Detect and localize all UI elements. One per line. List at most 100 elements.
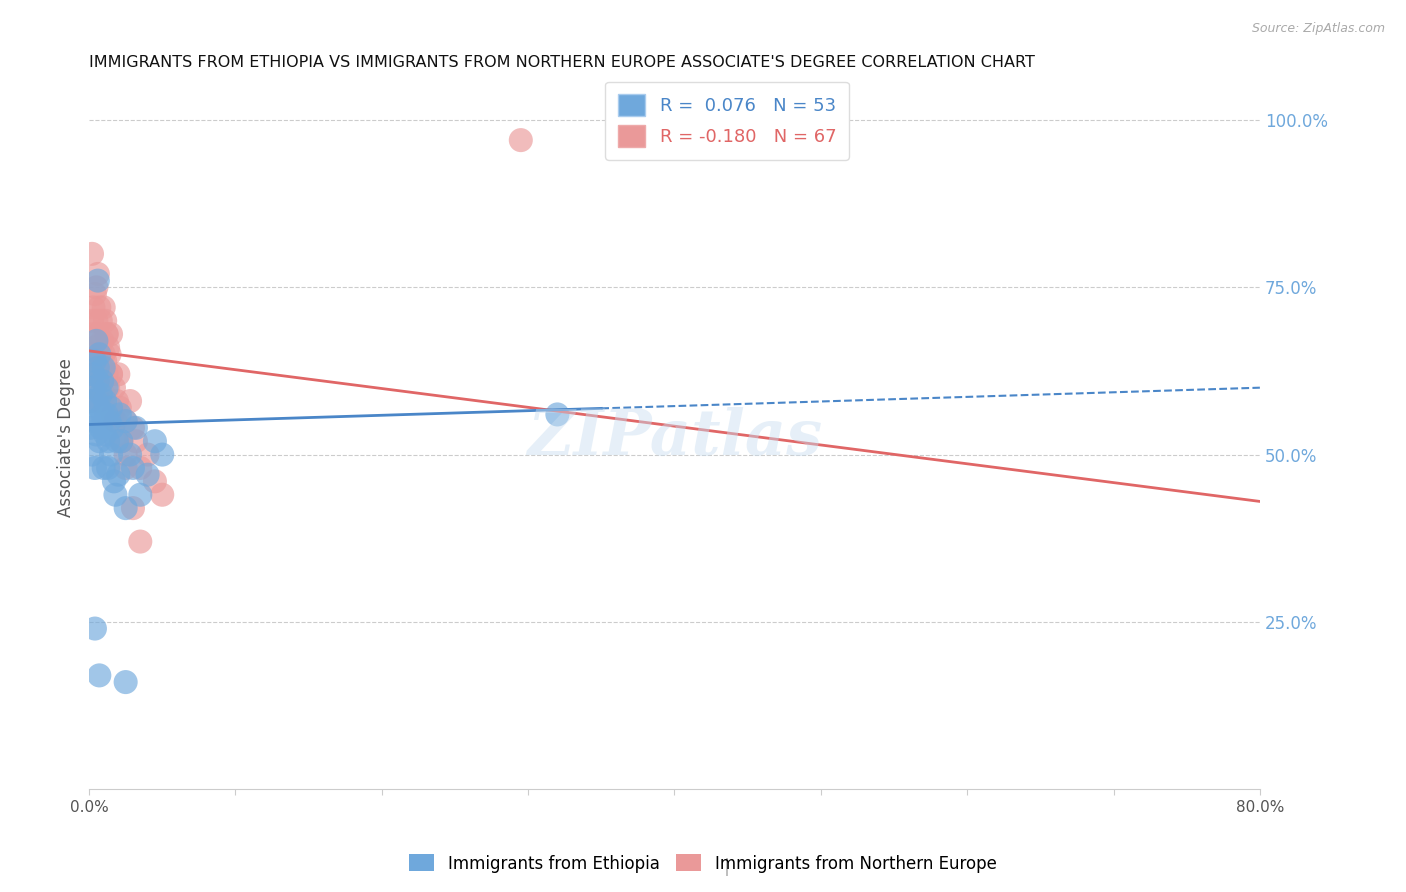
Point <box>94 354 117 368</box>
Point <box>87 360 110 375</box>
Point <box>114 675 136 690</box>
Point <box>122 501 145 516</box>
Point <box>96 368 118 382</box>
Point <box>80 394 103 409</box>
Point <box>97 434 120 449</box>
Point <box>118 394 141 409</box>
Point <box>136 448 159 462</box>
Point <box>97 381 120 395</box>
Point <box>104 414 127 428</box>
Point <box>89 434 111 449</box>
Point <box>104 488 127 502</box>
Point <box>82 301 104 315</box>
Point <box>82 381 104 395</box>
Point <box>87 360 110 375</box>
Point <box>125 434 148 449</box>
Point <box>105 434 128 449</box>
Point <box>86 354 108 368</box>
Point <box>125 421 148 435</box>
Point <box>79 421 101 435</box>
Point <box>94 394 117 409</box>
Point <box>91 334 114 348</box>
Point <box>108 401 131 415</box>
Point <box>90 360 112 375</box>
Point <box>82 414 104 428</box>
Point <box>129 488 152 502</box>
Point <box>86 280 108 294</box>
Point <box>93 301 115 315</box>
Point <box>114 461 136 475</box>
Point <box>82 327 104 342</box>
Point <box>107 368 129 382</box>
Point <box>96 327 118 342</box>
Point <box>103 381 125 395</box>
Point <box>84 341 107 355</box>
Point <box>122 421 145 435</box>
Point <box>93 387 115 401</box>
Point <box>122 461 145 475</box>
Point <box>98 414 121 428</box>
Point <box>86 394 108 409</box>
Point <box>90 421 112 435</box>
Point <box>129 461 152 475</box>
Point <box>150 488 173 502</box>
Point <box>129 534 152 549</box>
Point <box>143 434 166 449</box>
Point <box>143 475 166 489</box>
Point <box>108 408 131 422</box>
Point <box>100 401 122 415</box>
Point <box>509 133 531 147</box>
Point <box>91 374 114 388</box>
Point <box>118 448 141 462</box>
Point <box>86 334 108 348</box>
Legend: Immigrants from Ethiopia, Immigrants from Northern Europe: Immigrants from Ethiopia, Immigrants fro… <box>402 847 1004 880</box>
Point <box>84 381 107 395</box>
Point <box>80 448 103 462</box>
Point <box>110 434 132 449</box>
Point <box>107 467 129 482</box>
Point <box>79 394 101 409</box>
Point <box>79 368 101 382</box>
Point <box>84 287 107 301</box>
Point <box>546 408 568 422</box>
Point <box>87 327 110 342</box>
Point <box>91 374 114 388</box>
Point <box>101 408 124 422</box>
Point <box>105 394 128 409</box>
Point <box>87 267 110 281</box>
Point <box>96 408 118 422</box>
Point <box>100 448 122 462</box>
Point <box>90 314 112 328</box>
Point <box>110 434 132 449</box>
Point <box>97 461 120 475</box>
Point <box>89 668 111 682</box>
Point <box>86 314 108 328</box>
Point <box>89 301 111 315</box>
Point <box>114 414 136 428</box>
Point <box>93 461 115 475</box>
Point <box>94 314 117 328</box>
Point <box>100 327 122 342</box>
Point <box>80 314 103 328</box>
Point <box>98 347 121 361</box>
Point <box>90 347 112 361</box>
Point <box>101 421 124 435</box>
Point <box>84 622 107 636</box>
Text: ZIPatlas: ZIPatlas <box>527 407 823 468</box>
Point <box>86 427 108 442</box>
Point <box>80 247 103 261</box>
Legend: R =  0.076   N = 53, R = -0.180   N = 67: R = 0.076 N = 53, R = -0.180 N = 67 <box>606 81 849 160</box>
Point <box>100 368 122 382</box>
Point <box>150 448 173 462</box>
Point <box>103 475 125 489</box>
Text: IMMIGRANTS FROM ETHIOPIA VS IMMIGRANTS FROM NORTHERN EUROPE ASSOCIATE'S DEGREE C: IMMIGRANTS FROM ETHIOPIA VS IMMIGRANTS F… <box>89 55 1035 70</box>
Point <box>114 501 136 516</box>
Point <box>93 347 115 361</box>
Point <box>114 414 136 428</box>
Y-axis label: Associate's Degree: Associate's Degree <box>58 359 75 517</box>
Point <box>136 467 159 482</box>
Point <box>87 274 110 288</box>
Point <box>89 394 111 409</box>
Point <box>91 408 114 422</box>
Point <box>96 327 118 342</box>
